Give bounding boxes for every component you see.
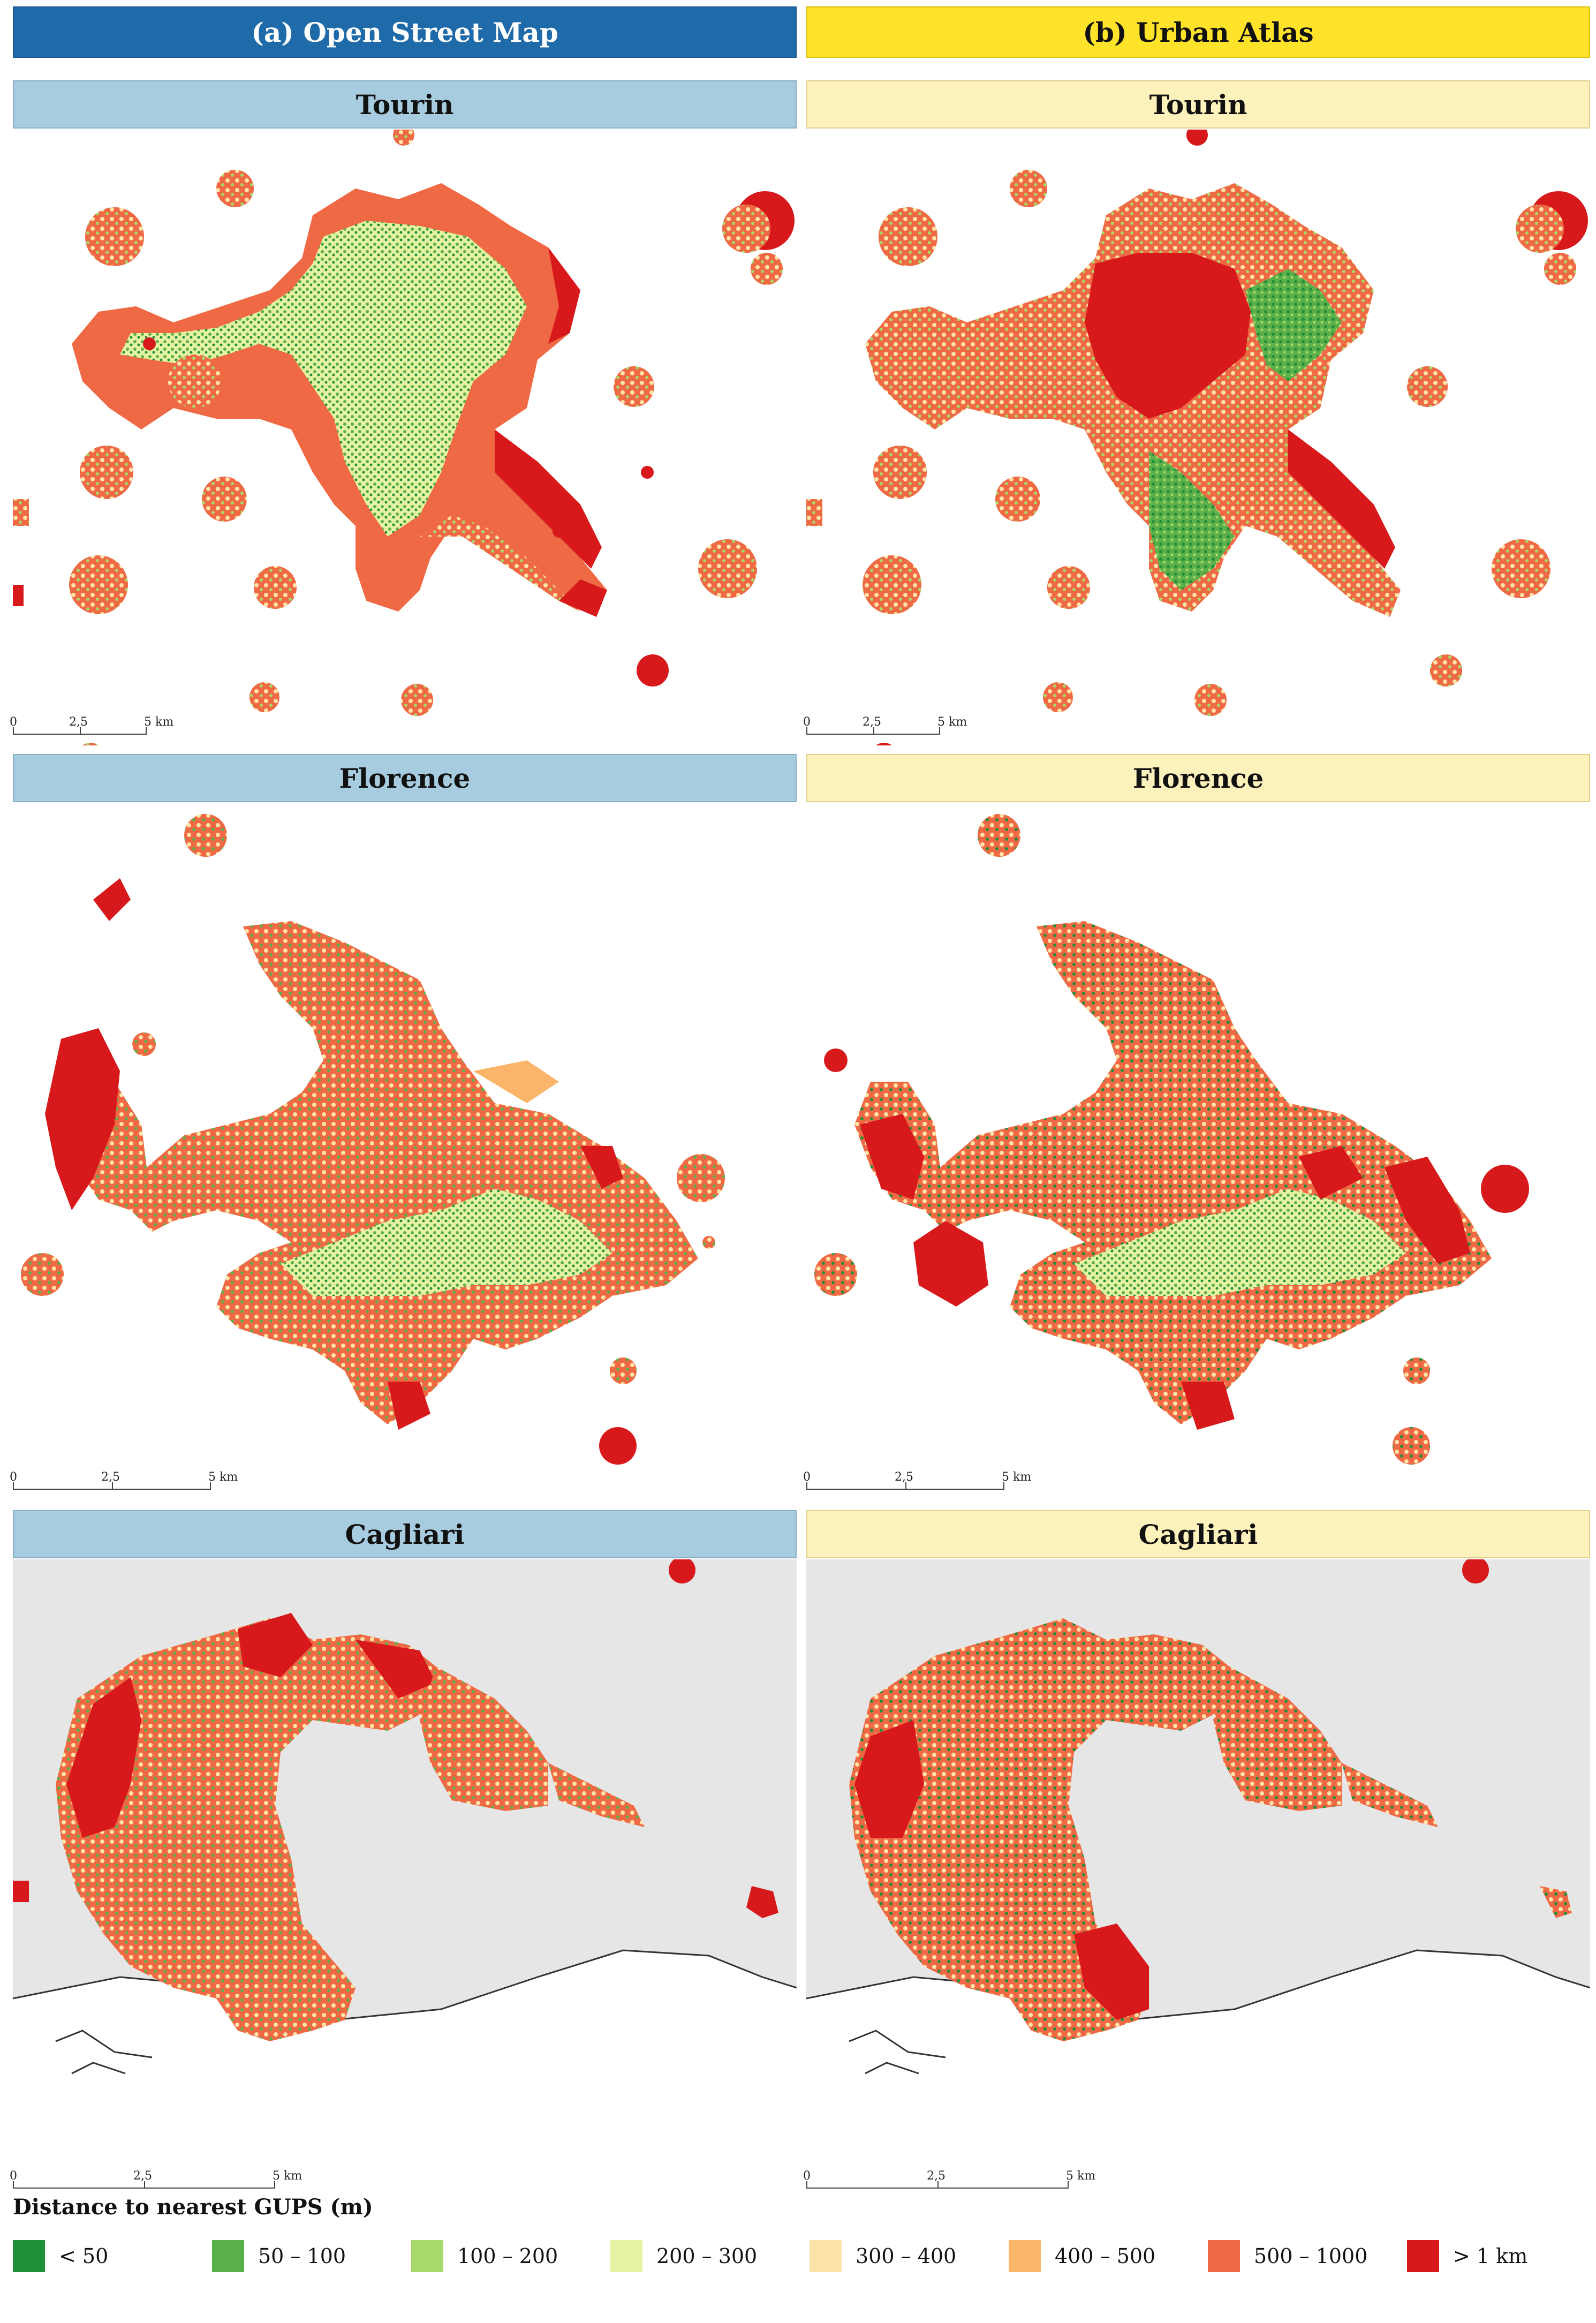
legend-item: 100 – 200 [411, 2237, 558, 2275]
map-florence-osm [13, 803, 797, 1478]
scale-label-zero: 0 [803, 715, 811, 729]
column-header-urban-atlas: (b) Urban Atlas [806, 6, 1590, 58]
panel-title: Tourin [806, 80, 1590, 129]
scale-label-mid: 2,5 [895, 1470, 913, 1484]
legend-swatch [610, 2240, 642, 2272]
legend-item: 500 – 1000 [1208, 2237, 1367, 2275]
column-header-osm: (a) Open Street Map [13, 6, 797, 58]
panel-tourin-osm: Tourin [10, 80, 797, 747]
panel-florence-osm: Florence [10, 754, 797, 1493]
legend-swatch [810, 2240, 842, 2272]
legend-swatch [212, 2240, 244, 2272]
panel-title: Cagliari [806, 1510, 1590, 1558]
map-tourin-urban-atlas [806, 130, 1590, 745]
scale-label-zero: 0 [10, 715, 17, 729]
panel-cagliari-osm: Cagliari [10, 1510, 797, 2189]
scale-label-zero: 0 [803, 2169, 811, 2183]
legend-swatch [1208, 2240, 1240, 2272]
panel-title: Tourin [13, 80, 797, 129]
scale-label-end: 5 km [273, 2169, 302, 2183]
legend-swatch [1407, 2240, 1439, 2272]
legend-item: 300 – 400 [810, 2237, 956, 2275]
legend-item: < 50 [13, 2237, 108, 2275]
map-cagliari-osm [13, 1559, 797, 2170]
legend-item: 200 – 300 [610, 2237, 757, 2275]
legend-label: 400 – 500 [1055, 2244, 1156, 2268]
panel-title: Florence [13, 754, 797, 802]
legend-label: > 1 km [1453, 2244, 1528, 2268]
legend-swatch [411, 2240, 443, 2272]
scale-label-end: 5 km [144, 715, 174, 729]
scale-label-end: 5 km [1002, 1470, 1032, 1484]
panel-florence-urban-atlas: Florence [803, 754, 1590, 1493]
legend-swatch [1009, 2240, 1041, 2272]
panel-cagliari-urban-atlas: Cagliari 0 2,5 [803, 1510, 1590, 2189]
legend-label: 200 – 300 [656, 2244, 758, 2268]
map-cagliari-urban-atlas [806, 1559, 1590, 2170]
scale-label-end: 5 km [208, 1470, 238, 1484]
panel-title: Florence [806, 754, 1590, 802]
scale-label-mid: 2,5 [133, 2169, 152, 2183]
scale-label-mid: 2,5 [69, 715, 88, 729]
map-florence-urban-atlas [806, 803, 1590, 1478]
panel-title: Cagliari [13, 1510, 797, 1558]
legend: Distance to nearest GUPS (m) < 50 50 – 1… [13, 2194, 1583, 2312]
scale-label-mid: 2,5 [101, 1470, 120, 1484]
scale-label-end: 5 km [937, 715, 967, 729]
scale-label-zero: 0 [803, 1470, 811, 1484]
legend-item: 400 – 500 [1009, 2237, 1155, 2275]
panel-tourin-urban-atlas: Tourin [803, 80, 1590, 747]
legend-items: < 50 50 – 100 100 – 200 200 – 300 300 – … [13, 2237, 1583, 2280]
scale-label-mid: 2,5 [863, 715, 881, 729]
legend-label: 300 – 400 [856, 2244, 957, 2268]
legend-label: 500 – 1000 [1254, 2244, 1368, 2268]
legend-label: < 50 [59, 2244, 109, 2268]
legend-title: Distance to nearest GUPS (m) [13, 2194, 373, 2220]
legend-swatch [13, 2240, 45, 2272]
scale-label-zero: 0 [10, 2169, 17, 2183]
legend-item: 50 – 100 [212, 2237, 346, 2275]
scale-label-end: 5 km [1066, 2169, 1096, 2183]
legend-label: 100 – 200 [457, 2244, 558, 2268]
legend-label: 50 – 100 [258, 2244, 346, 2268]
scale-label-zero: 0 [10, 1470, 17, 1484]
legend-item: > 1 km [1407, 2237, 1527, 2275]
scale-label-mid: 2,5 [927, 2169, 946, 2183]
map-tourin-osm [13, 130, 797, 745]
